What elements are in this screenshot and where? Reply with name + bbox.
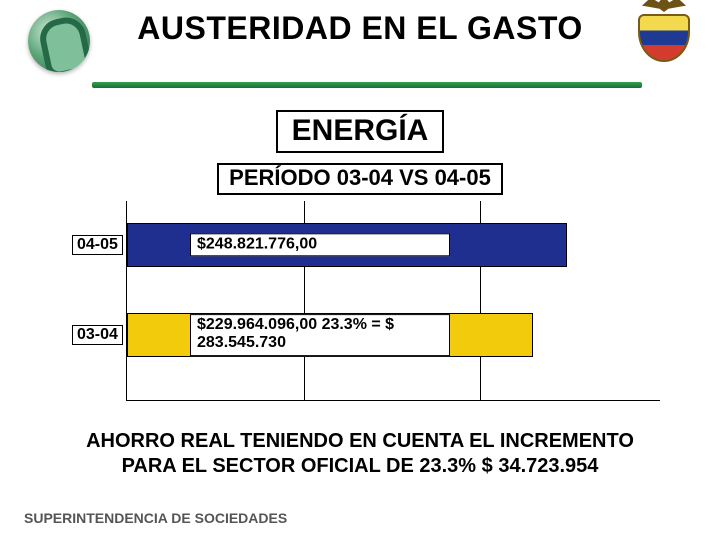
chart-bar-b0304: 03-04$229.964.096,00 23.3% = $ 283.545.7… — [127, 313, 533, 357]
energy-bar-chart: 04-05$248.821.776,0003-04$229.964.096,00… — [70, 201, 660, 401]
header-divider — [92, 82, 642, 88]
colombia-coat-of-arms-icon — [628, 6, 700, 72]
chart-subtitle: PERÍODO 03-04 VS 04-05 — [217, 163, 503, 195]
chart-category-label: 04-05 — [72, 235, 123, 255]
org-logo-icon — [28, 10, 90, 72]
section-label: ENERGÍA — [276, 110, 445, 153]
chart-bar-b0405: 04-05$248.821.776,00 — [127, 223, 567, 267]
chart-value-label: $229.964.096,00 23.3% = $ 283.545.730 — [190, 314, 450, 356]
header: AUSTERIDAD EN EL GASTO — [0, 0, 720, 78]
summary-text: AHORRO REAL TENIENDO EN CUENTA EL INCREM… — [40, 429, 680, 479]
summary-line-2: PARA EL SECTOR OFICIAL DE 23.3% $ 34.723… — [122, 455, 599, 477]
chart-category-label: 03-04 — [72, 325, 123, 345]
summary-line-1: AHORRO REAL TENIENDO EN CUENTA EL INCREM… — [86, 430, 634, 452]
footer-org: SUPERINTENDENCIA DE SOCIEDADES — [24, 510, 287, 526]
chart-plot-area: 04-05$248.821.776,00 03-04$229.964.096,00… — [126, 201, 660, 401]
chart-value-label: $248.821.776,00 — [190, 233, 450, 256]
page-title: AUSTERIDAD EN EL GASTO — [0, 12, 720, 46]
